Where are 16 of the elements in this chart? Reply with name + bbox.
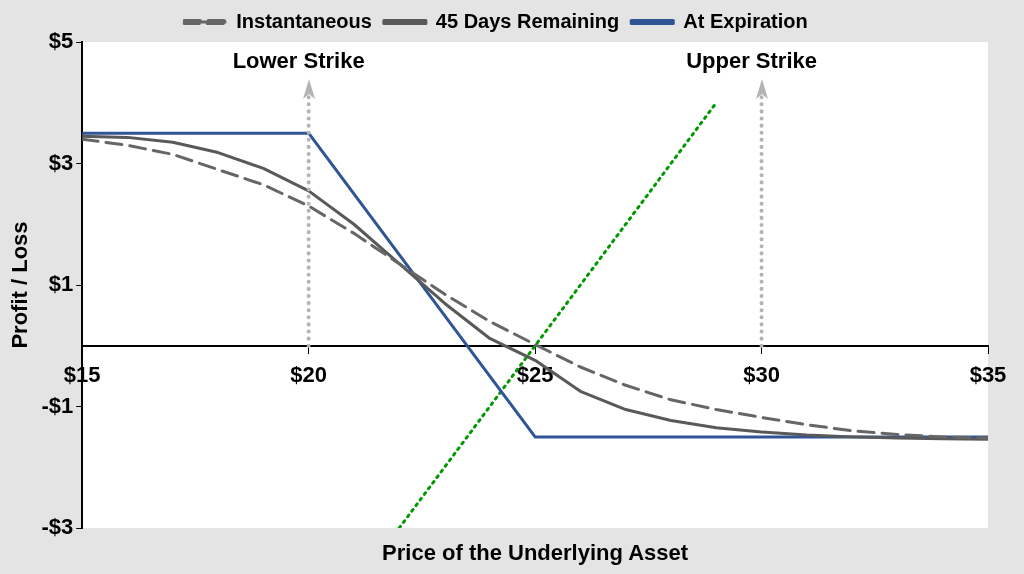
y-tick-label: $1	[48, 271, 74, 297]
x-tick-label: $25	[516, 362, 554, 388]
y-axis-title: Profit / Loss	[7, 221, 33, 349]
x-tick-label: $20	[290, 362, 328, 388]
y-tick-label: -$3	[41, 514, 74, 540]
ref-line-label: Upper Strike	[686, 48, 817, 74]
legend-label: Instantaneous	[236, 9, 372, 32]
x-axis-title: Price of the Underlying Asset	[382, 540, 689, 566]
legend-label: At Expiration	[683, 9, 808, 32]
y-tick-label: $3	[48, 149, 74, 175]
legend-label: 45 Days Remaining	[435, 9, 620, 32]
x-tick-label: $30	[743, 362, 780, 388]
y-tick-label: -$1	[41, 392, 74, 418]
ref-line-label: Lower Strike	[232, 48, 365, 74]
x-tick-label: $35	[969, 362, 1007, 388]
y-tick-label: $5	[48, 28, 74, 54]
